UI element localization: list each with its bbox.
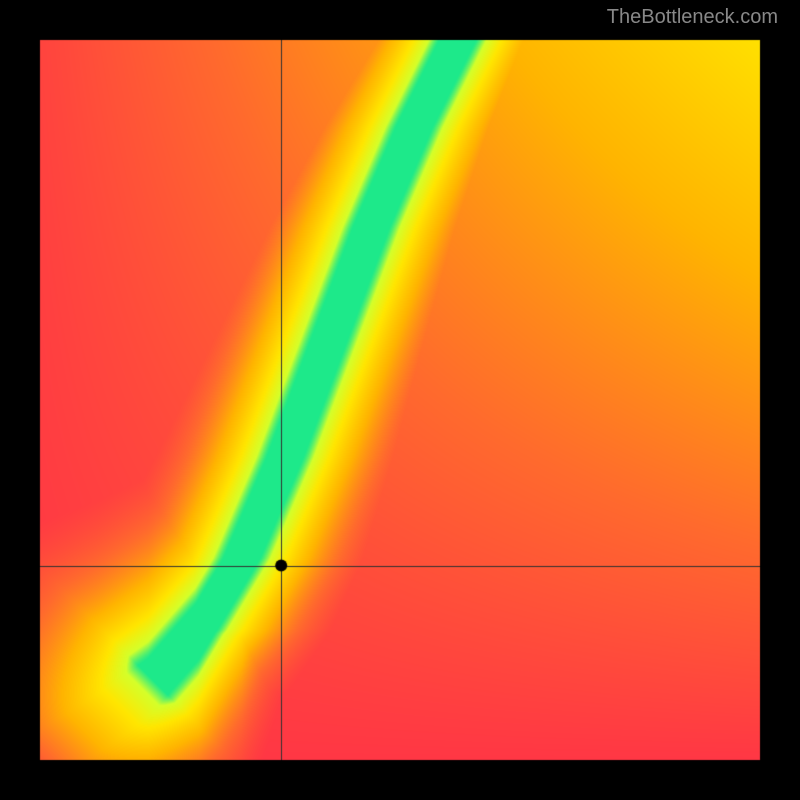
watermark-text: TheBottleneck.com [607, 6, 778, 29]
bottleneck-heatmap-canvas [0, 0, 800, 800]
chart-container: TheBottleneck.com [0, 0, 800, 800]
